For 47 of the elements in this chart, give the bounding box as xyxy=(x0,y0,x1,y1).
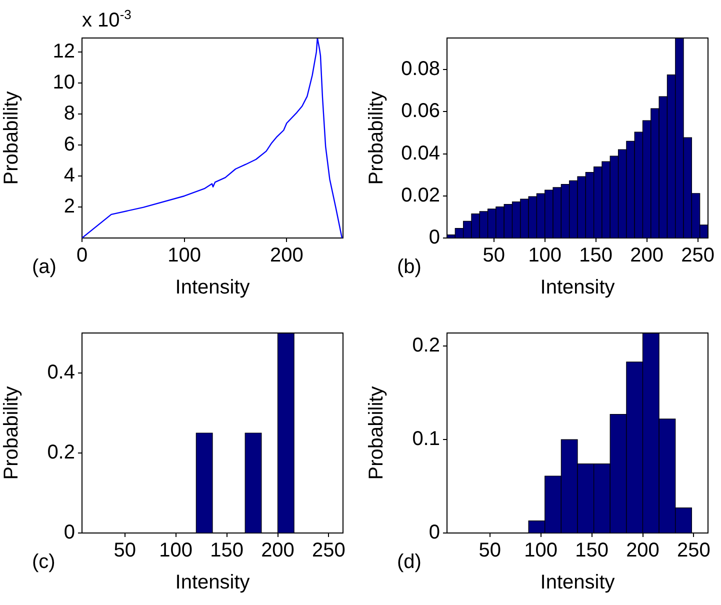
y-tick-label: 0.4 xyxy=(47,362,75,384)
x-tick-label: 100 xyxy=(159,540,192,562)
text: x 10$^{-3}$ xyxy=(82,7,132,32)
text: (a) xyxy=(32,256,56,278)
y-tick-label: 0.04 xyxy=(401,142,440,164)
x-tick-label: 150 xyxy=(575,540,608,562)
y-tick-label: 0 xyxy=(428,522,440,544)
y-axis-title: Probability xyxy=(0,91,23,185)
x-axis-title: Intensity xyxy=(540,572,615,594)
y-tick-label: 0.08 xyxy=(401,58,440,80)
x-tick-label: 250 xyxy=(681,244,714,267)
text: (b) xyxy=(397,256,422,278)
x-tick-label: 200 xyxy=(626,540,660,562)
y-tick-label: 4 xyxy=(64,164,75,186)
y-tick-label: 0.1 xyxy=(412,428,440,450)
x-tick-label: 200 xyxy=(630,244,664,267)
y-tick-label: 0.2 xyxy=(412,334,440,357)
y-tick-label: 0.02 xyxy=(401,184,440,206)
x-tick-label: 150 xyxy=(210,540,244,562)
y-axis-title: Probability xyxy=(366,91,388,185)
x-tick-label: 250 xyxy=(312,540,346,562)
y-axis-title: Probability xyxy=(366,386,388,480)
y-tick-label: 0.2 xyxy=(47,442,75,464)
x-tick-label: 50 xyxy=(482,244,506,267)
y-axis-title: Probability xyxy=(0,386,23,480)
y-tick-label: 0 xyxy=(64,522,75,544)
x-axis-title: Intensity xyxy=(540,276,615,299)
y-tick-label: 0 xyxy=(428,226,440,249)
x-tick-label: 50 xyxy=(114,540,136,562)
x-tick-label: 250 xyxy=(677,540,710,562)
x-tick-label: 200 xyxy=(270,244,304,267)
x-tick-label: 100 xyxy=(524,540,558,562)
y-tick-label: 2 xyxy=(64,196,75,218)
x-tick-label: 100 xyxy=(528,244,562,267)
y-tick-label: 0.06 xyxy=(401,100,440,122)
x-tick-label: 200 xyxy=(261,540,294,562)
text: (d) xyxy=(397,551,422,573)
y-tick-label: 6 xyxy=(64,133,75,156)
x-tick-label: 100 xyxy=(168,244,202,267)
x-tick-label: 50 xyxy=(478,540,501,562)
text: (c) xyxy=(32,551,56,573)
x-tick-label: 150 xyxy=(579,244,613,267)
y-tick-label: 12 xyxy=(52,40,75,62)
x-axis-title: Intensity xyxy=(175,276,250,299)
x-axis-title: Intensity xyxy=(175,572,250,594)
y-tick-label: 8 xyxy=(64,102,75,124)
y-tick-label: 10 xyxy=(52,71,75,94)
